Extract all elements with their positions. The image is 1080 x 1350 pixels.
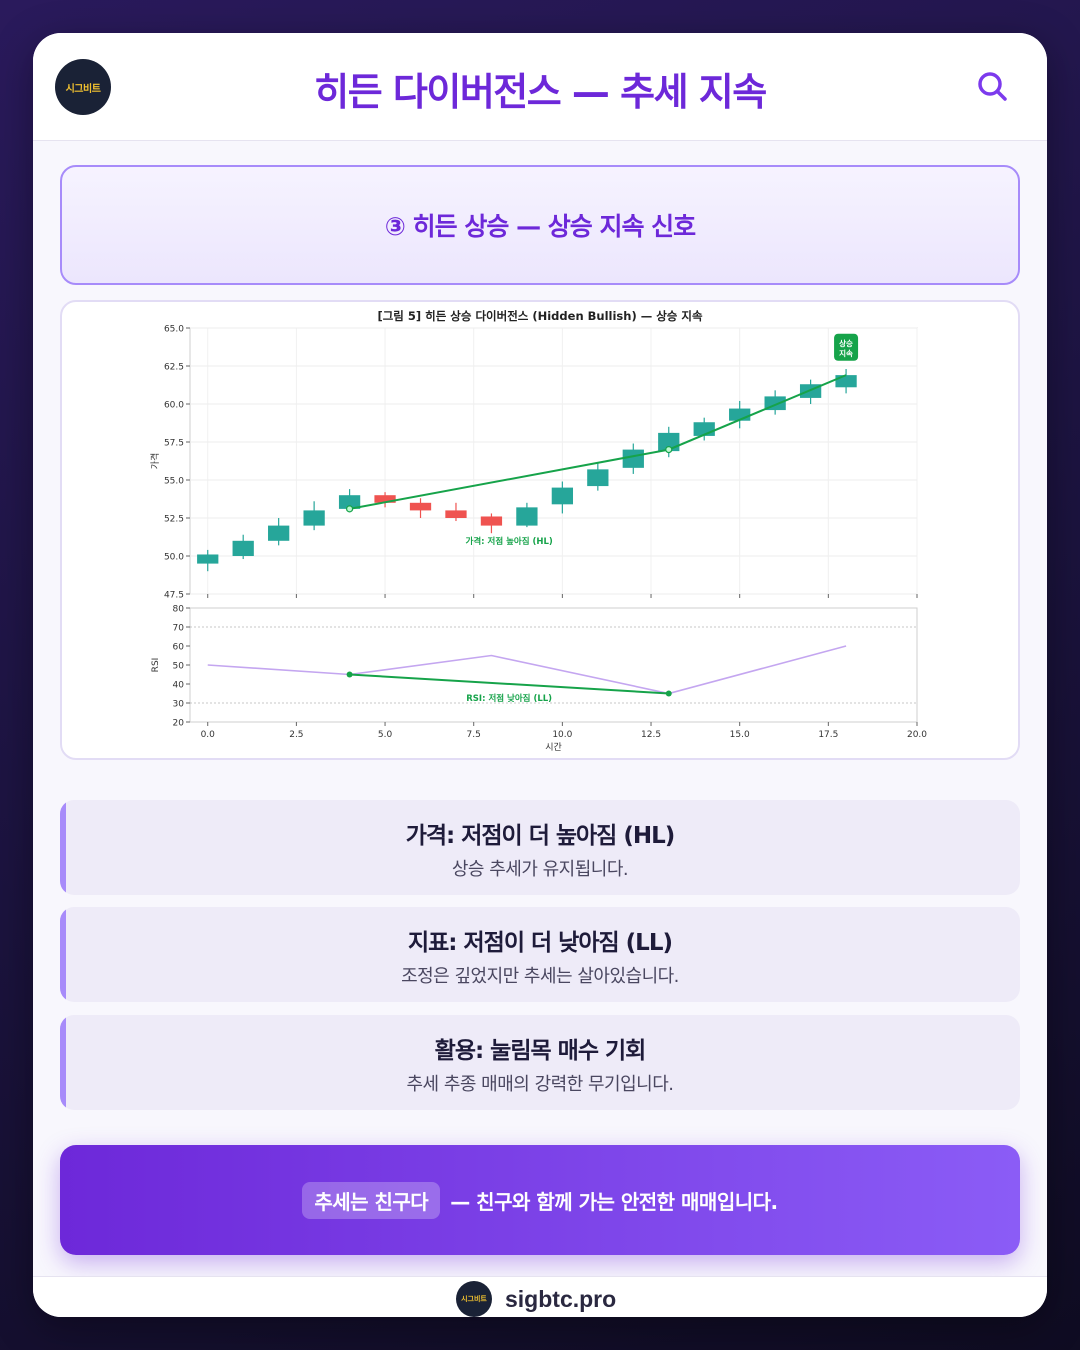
rsi-low-marker [665,690,672,697]
price-y-tick-label: 65.0 [164,325,184,335]
rsi-plot-frame [189,607,918,723]
brand-logo[interactable]: 시그비트 [55,59,111,115]
rsi-y-tick-label: 60 [173,643,185,653]
candle-body [374,495,396,503]
price-y-tick-label: 57.5 [164,439,184,449]
info-card-indicator: 지표: 저점이 더 낮아짐 (LL) 조정은 깊었지만 추세는 살아있습니다. [60,907,1020,1002]
rsi-line [207,645,847,695]
rsi-x-tick-label: 12.5 [641,730,661,740]
footer-logo[interactable]: 시그비트 [456,1281,492,1317]
rsi-trend-label: RSI: 저점 낮아짐 (LL) [466,693,552,704]
rsi-y-tick-label: 70 [173,624,185,634]
rsi-x-tick-label: 15.0 [730,730,750,740]
rsi-x-tick-label: 20.0 [907,730,927,740]
rsi-y-tick-label: 50 [173,662,185,672]
footer-site-link[interactable]: sigbtc.pro [505,1286,617,1312]
section-title: ③ 히든 상승 — 상승 지속 신호 [384,212,696,241]
chart-card: [그림 5] 히든 상승 다이버전스 (Hidden Bullish) — 상승… [60,300,1020,760]
info-card-desc: 조정은 깊었지만 추세는 살아있습니다. [401,966,679,987]
price-low-marker [345,505,354,513]
price-y-tick-label: 50.0 [164,553,184,563]
price-y-tick-label: 60.0 [164,401,184,411]
candle-body [622,449,644,468]
card-accent-bar [60,800,66,895]
candle-body [551,487,574,505]
price-low-marker [665,446,673,454]
info-card-usage: 활용: 눌림목 매수 기회 추세 추종 매매의 강력한 무기입니다. [60,1015,1020,1110]
rsi-y-tick-label: 80 [173,605,185,615]
info-card-desc: 상승 추세가 유지됩니다. [451,859,629,880]
continuation-tag-line: 상승 [839,338,853,348]
candle-body [409,502,432,511]
rsi-trendline [349,673,669,695]
rsi-x-tick-label: 10.0 [552,730,572,740]
candle-body [338,495,361,509]
rsi-x-tick-label: 2.5 [289,730,303,740]
candle-body [516,507,538,526]
price-y-tick-label: 47.5 [164,591,184,601]
rsi-y-tick-label: 20 [173,719,185,729]
rsi-x-tick-label: 7.5 [467,730,481,740]
info-card-title: 활용: 눌림목 매수 기회 [434,1038,647,1064]
info-card-desc: 추세 추종 매매의 강력한 무기입니다. [406,1074,674,1095]
price-plot-frame [189,327,918,595]
price-y-tick-label: 52.5 [164,515,184,525]
candle-body [303,510,325,526]
cta-banner[interactable]: 추세는 친구다 — 친구와 함께 가는 안전한 매매입니다. [60,1145,1020,1255]
candle-body [197,554,219,564]
rsi-low-marker [346,671,353,678]
rsi-x-tick-label: 0.0 [201,730,216,740]
price-y-axis-label: 가격 [149,453,161,470]
rsi-x-tick-label: 5.0 [378,730,393,740]
cta-highlight: 추세는 친구다 [302,1181,441,1219]
continuation-tag-line: 지속 [839,348,853,358]
price-trend-label: 가격: 저점 높아짐 (HL) [466,536,553,547]
candle-body [835,375,857,388]
search-button[interactable] [973,67,1013,107]
candle-body [587,469,609,487]
card-accent-bar [60,1015,66,1110]
continuation-tag [834,333,859,361]
x-axis-label: 시간 [545,742,562,753]
cta-text: — 친구와 함께 가는 안전한 매매입니다. [450,1189,778,1214]
info-card-title: 가격: 저점이 더 높아짐 (HL) [405,823,676,849]
figure-title: [그림 5] 히든 상승 다이버전스 (Hidden Bullish) — 상승… [377,309,703,323]
rsi-x-tick-label: 17.5 [818,730,838,740]
candle-body [232,540,254,556]
rsi-y-axis-label: RSI [151,658,161,673]
candle-body [480,516,503,526]
price-y-tick-label: 55.0 [164,477,184,487]
candle-body [268,525,290,541]
card-accent-bar [60,907,66,1002]
price-y-tick-label: 62.5 [164,363,184,373]
footer: 시그비트 sigbtc.pro [33,1276,1047,1317]
search-icon [978,72,1007,101]
info-card-title: 지표: 저점이 더 낮아짐 (LL) [407,930,673,956]
divergence-chart: [그림 5] 히든 상승 다이버전스 (Hidden Bullish) — 상승… [149,309,927,753]
page-title: 히든 다이버전스 — 추세 지속 [314,70,767,114]
candle-body [445,510,467,518]
rsi-y-tick-label: 40 [173,681,185,691]
main-card: 시그비트 히든 다이버전스 — 추세 지속 ③ 히든 상승 — 상승 지속 신호… [33,33,1047,1317]
header: 시그비트 히든 다이버전스 — 추세 지속 [33,33,1047,141]
rsi-y-tick-label: 30 [173,700,185,710]
info-card-price: 가격: 저점이 더 높아짐 (HL) 상승 추세가 유지됩니다. [60,800,1020,895]
section-banner: ③ 히든 상승 — 상승 지속 신호 [60,165,1020,285]
